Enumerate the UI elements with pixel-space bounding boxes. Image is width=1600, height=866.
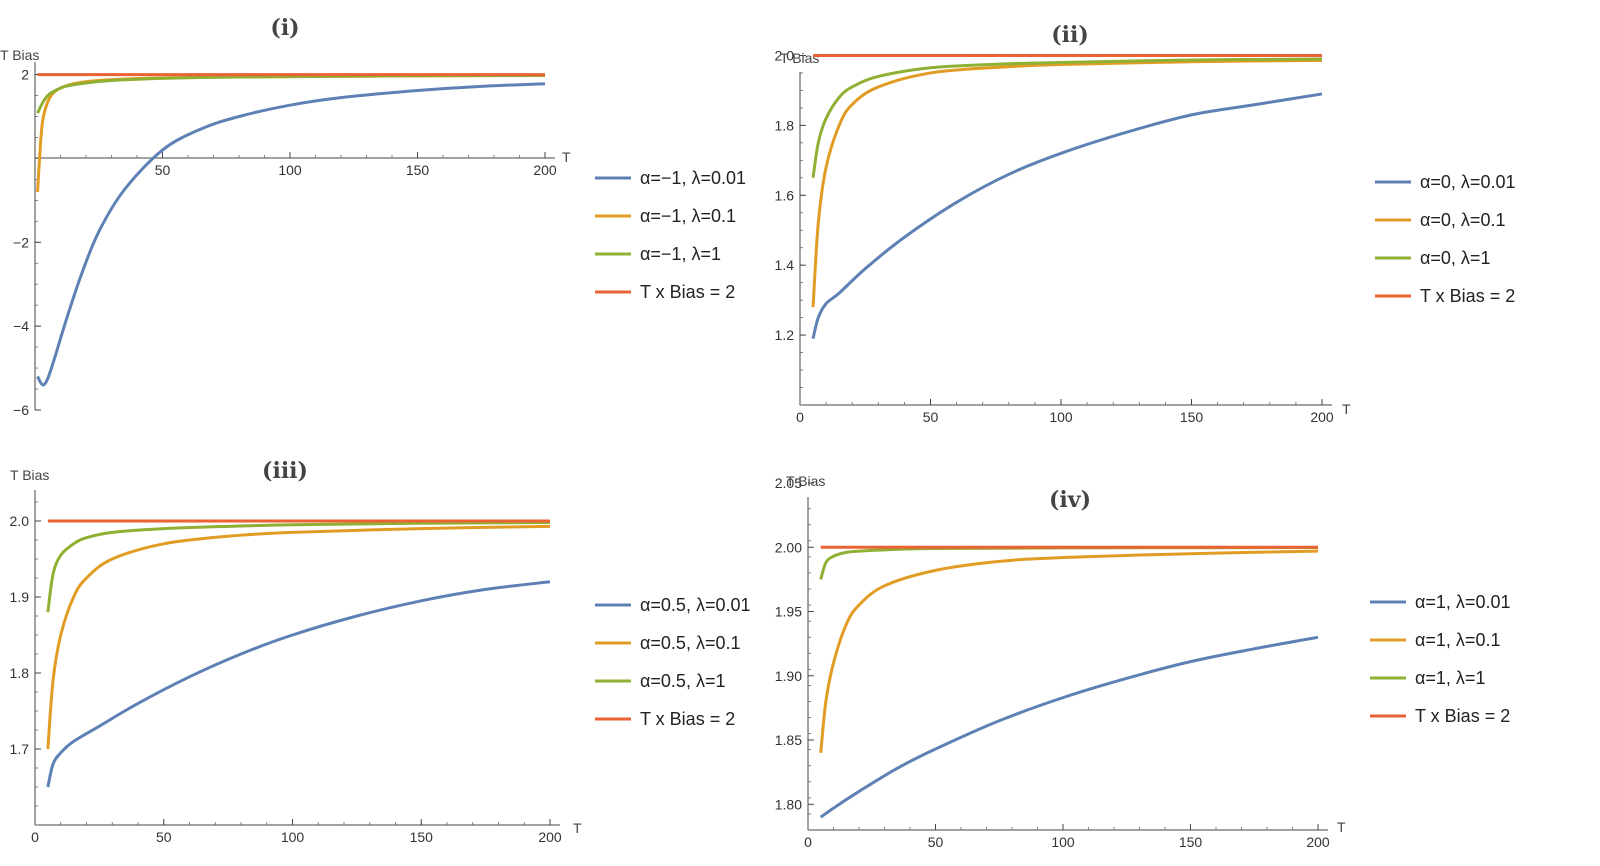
- legend-label: α=1, λ=0.01: [1415, 592, 1510, 612]
- y-tick-label: 2.05: [775, 475, 802, 491]
- legend-label: α=0.5, λ=1: [640, 671, 725, 691]
- legend-label: α=0.5, λ=0.01: [640, 595, 751, 615]
- y-tick-label: −2: [13, 234, 29, 250]
- series-line-1: [819, 635, 1319, 819]
- y-tick-label: 1.2: [775, 327, 795, 343]
- series-line-2: [46, 524, 551, 750]
- legend-label: α=0, λ=1: [1420, 248, 1490, 268]
- y-tick-label: 1.85: [775, 732, 802, 748]
- x-tick-label: 200: [1310, 409, 1334, 425]
- x-axis-label: T: [1337, 819, 1346, 835]
- x-tick-label: 0: [804, 834, 812, 850]
- x-tick-label: 100: [278, 162, 302, 178]
- x-tick-label: 150: [1180, 409, 1204, 425]
- x-tick-label: 50: [156, 829, 172, 845]
- x-tick-label: 200: [1306, 834, 1330, 850]
- x-axis-label: T: [562, 149, 571, 165]
- series-line-3: [811, 57, 1323, 179]
- legend-label: α=−1, λ=1: [640, 244, 721, 264]
- x-tick-label: 50: [155, 162, 171, 178]
- y-tick-label: 1.8: [775, 117, 795, 133]
- chart-title: (iv): [1049, 487, 1091, 513]
- x-tick-label: 100: [1051, 834, 1075, 850]
- series-line-1: [46, 580, 551, 788]
- x-tick-label: 100: [281, 829, 305, 845]
- legend-label: α=0.5, λ=0.1: [640, 633, 740, 653]
- y-tick-label: 1.6: [775, 187, 795, 203]
- legend-label: α=1, λ=0.1: [1415, 630, 1500, 650]
- legend-label: T x Bias = 2: [1420, 286, 1515, 306]
- x-axis-label: T: [1342, 401, 1351, 417]
- chart-panel-2: 0 50 100 150 200 1.2 1.4 1.6 1.8 2.0T Bias T (ii) α=…: [775, 22, 1516, 425]
- x-tick-label: 50: [923, 409, 939, 425]
- y-axis-label: T Bias: [786, 473, 825, 489]
- legend-label: T x Bias = 2: [640, 282, 735, 302]
- legend-label: α=0, λ=0.1: [1420, 210, 1505, 230]
- legend-label: α=−1, λ=0.1: [640, 206, 736, 226]
- chart-panel-4: 0 50 100 150 200 1.80 1.85 1.90 1.95 2.00 2.05T Bi…: [775, 473, 1511, 850]
- chart-panel-3: 0 50 100 150 200 1.7 1.8 1.9 2.0 T Bias T (iii) α=0.…: [10, 458, 751, 845]
- chart-title: (iii): [262, 458, 308, 484]
- y-tick-label: 2.00: [775, 539, 802, 555]
- x-tick-label: 200: [538, 829, 562, 845]
- y-tick-label: 2: [21, 67, 29, 83]
- chart-panel-1: 50 100 150 200 −6 −4 −2 2 T Bias T (i) α=−1, λ=0.01…: [0, 15, 746, 418]
- y-tick-label: 2.0: [10, 513, 30, 529]
- series-line-1: [811, 92, 1323, 339]
- legend-label: α=−1, λ=0.01: [640, 168, 746, 188]
- y-tick-label: 1.4: [775, 257, 795, 273]
- y-tick-label: −6: [13, 402, 29, 418]
- y-axis-label: T Bias: [0, 47, 39, 63]
- y-axis-label: T Bias: [10, 467, 49, 483]
- chart-title: (i): [270, 15, 299, 41]
- x-tick-label: 150: [410, 829, 434, 845]
- y-tick-label: 1.7: [10, 741, 30, 757]
- x-tick-label: 100: [1049, 409, 1073, 425]
- y-tick-label: 1.9: [10, 589, 30, 605]
- y-tick-label: 1.90: [775, 668, 802, 684]
- legend-label: T x Bias = 2: [1415, 706, 1510, 726]
- series-line-3: [46, 521, 551, 613]
- x-tick-label: 150: [406, 162, 430, 178]
- chart-title: (ii): [1051, 22, 1089, 48]
- series-line-2: [819, 549, 1319, 754]
- legend-label: α=0, λ=0.01: [1420, 172, 1515, 192]
- series-line-3: [36, 73, 546, 114]
- y-tick-label: −4: [13, 318, 29, 334]
- y-tick-label: 2.0: [775, 47, 795, 63]
- y-axis-label: T Bias: [780, 50, 819, 66]
- x-tick-label: 0: [796, 409, 804, 425]
- y-tick-label: 1.80: [775, 796, 802, 812]
- x-axis-label: T: [573, 820, 582, 836]
- y-tick-label: 1.95: [775, 604, 802, 620]
- legend-label: α=1, λ=1: [1415, 668, 1485, 688]
- x-tick-label: 0: [31, 829, 39, 845]
- x-tick-label: 50: [928, 834, 944, 850]
- y-tick-label: 1.8: [10, 665, 30, 681]
- legend-label: T x Bias = 2: [640, 709, 735, 729]
- series-line-1: [36, 82, 546, 387]
- x-tick-label: 150: [1179, 834, 1203, 850]
- series-line-2: [811, 58, 1323, 308]
- x-tick-label: 200: [533, 162, 557, 178]
